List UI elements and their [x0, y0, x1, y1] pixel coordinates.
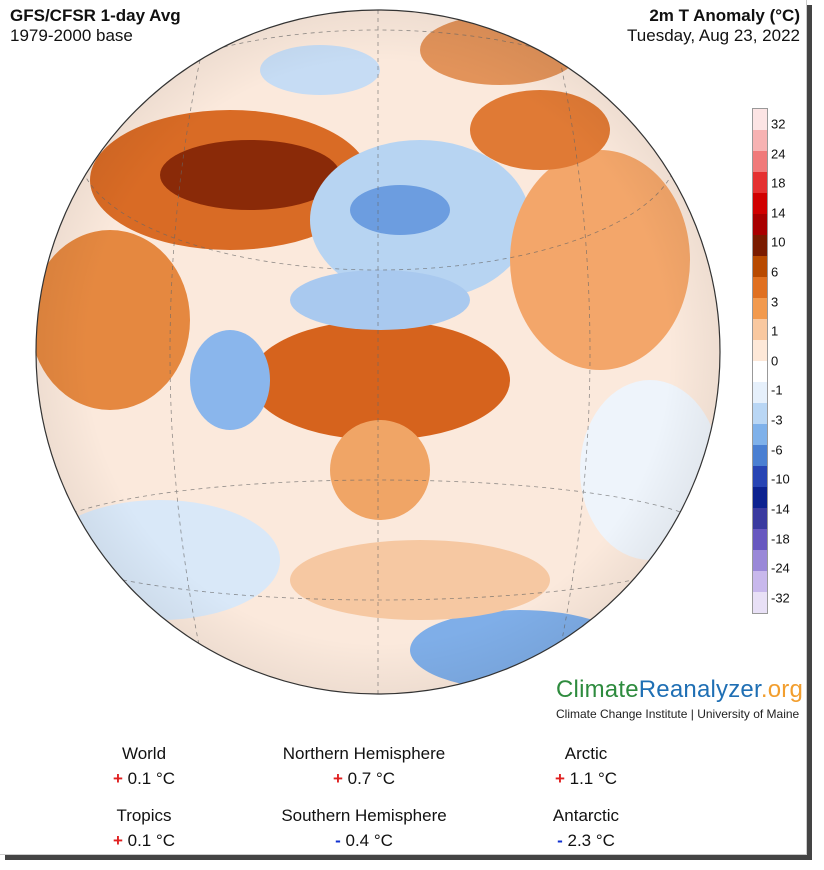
- brand-org: .org: [760, 676, 803, 703]
- brand-climate: Climate: [556, 676, 639, 703]
- stat-sign: +: [332, 769, 343, 788]
- colorbar-swatch: [753, 277, 767, 298]
- colorbar-swatch: [753, 340, 767, 361]
- colorbar-swatch: [753, 130, 767, 151]
- brand-subtitle: Climate Change Institute | University of…: [556, 707, 800, 721]
- colorbar-tick-label: -18: [771, 531, 790, 547]
- colorbar-tick-label: 14: [771, 205, 786, 221]
- stat-value: 0.1 °C: [127, 769, 176, 788]
- colorbar-swatch: [753, 403, 767, 424]
- stat-value: 0.4 °C: [345, 831, 393, 850]
- colorbar-tick-label: 32: [771, 116, 786, 132]
- colorbar-tick-label: 1: [771, 323, 779, 339]
- stat-value: 0.1 °C: [127, 831, 176, 850]
- colorbar-swatch: [753, 424, 767, 445]
- date-label: Tuesday, Aug 23, 2022: [627, 26, 800, 45]
- colorbar-tick-label: 10: [771, 234, 786, 250]
- stat-sign: -: [557, 831, 563, 850]
- header-left: GFS/CFSR 1-day Avg 1979-2000 base: [10, 6, 181, 46]
- header-right: 2m T Anomaly (°C) Tuesday, Aug 23, 2022: [627, 6, 800, 46]
- stat-value: 2.3 °C: [567, 831, 615, 850]
- colorbar-swatch: [753, 256, 767, 277]
- colorbar-swatch: [753, 445, 767, 466]
- colorbar-swatch: [753, 235, 767, 256]
- stat-value: 1.1 °C: [569, 769, 618, 788]
- colorbar-swatch: [753, 592, 767, 613]
- colorbar-tick-label: -10: [771, 471, 790, 487]
- colorbar-tick-label: 18: [771, 175, 786, 191]
- colorbar-swatch: [753, 529, 767, 550]
- stat-label: Arctic: [564, 744, 608, 763]
- colorbar-tick-label: 24: [771, 146, 786, 162]
- colorbar: [752, 108, 768, 614]
- base-period: 1979-2000 base: [10, 26, 133, 45]
- stat-label: Northern Hemisphere: [282, 744, 446, 763]
- stat-sign: +: [112, 769, 123, 788]
- colorbar-swatch: [753, 571, 767, 592]
- stat-tropics: Tropics + 0.1 °C: [34, 806, 254, 851]
- brand-reanalyzer: Reanalyzer: [638, 676, 761, 703]
- colorbar-swatch: [753, 109, 767, 130]
- colorbar-tick-label: -6: [771, 442, 783, 458]
- stat-label: Tropics: [116, 806, 172, 825]
- variable-title: 2m T Anomaly (°C): [649, 6, 800, 25]
- stat-world: World + 0.1 °C: [34, 744, 254, 789]
- stat-sign: -: [335, 831, 341, 850]
- colorbar-tick-label: -1: [771, 382, 783, 398]
- colorbar-swatch: [753, 172, 767, 193]
- colorbar-swatch: [753, 487, 767, 508]
- colorbar-swatch: [753, 298, 767, 319]
- colorbar-swatch: [753, 382, 767, 403]
- stat-northern-hemisphere: Northern Hemisphere + 0.7 °C: [254, 744, 474, 789]
- colorbar-swatch: [753, 550, 767, 571]
- stat-arctic: Arctic + 1.1 °C: [476, 744, 696, 789]
- colorbar-swatch: [753, 151, 767, 172]
- brand-logo[interactable]: ClimateReanalyzer.org: [556, 676, 803, 704]
- stat-antarctic: Antarctic - 2.3 °C: [476, 806, 696, 851]
- colorbar-tick-label: 3: [771, 294, 779, 310]
- colorbar-swatch: [753, 214, 767, 235]
- stat-sign: +: [554, 769, 565, 788]
- stat-value: 0.7 °C: [347, 769, 396, 788]
- colorbar-tick-label: 0: [771, 353, 779, 369]
- colorbar-swatch: [753, 361, 767, 382]
- colorbar-tick-label: -3: [771, 412, 783, 428]
- colorbar-swatch: [753, 466, 767, 487]
- colorbar-tick-label: 6: [771, 264, 779, 280]
- colorbar-swatch: [753, 319, 767, 340]
- colorbar-swatch: [753, 508, 767, 529]
- colorbar-tick-label: -14: [771, 501, 790, 517]
- stat-sign: +: [112, 831, 123, 850]
- colorbar-tick-label: -32: [771, 590, 790, 606]
- stat-label: World: [121, 744, 167, 763]
- stat-southern-hemisphere: Southern Hemisphere - 0.4 °C: [254, 806, 474, 851]
- product-title: GFS/CFSR 1-day Avg: [10, 6, 181, 25]
- colorbar-tick-label: -24: [771, 560, 790, 576]
- colorbar-labels: 32 24 18 14 10 6 3 1 0 -1 -3 -6 -10 -14 -18 -24 -32: [771, 108, 811, 612]
- stat-label: Antarctic: [552, 806, 620, 825]
- stat-label: Southern Hemisphere: [281, 806, 447, 825]
- colorbar-swatch: [753, 193, 767, 214]
